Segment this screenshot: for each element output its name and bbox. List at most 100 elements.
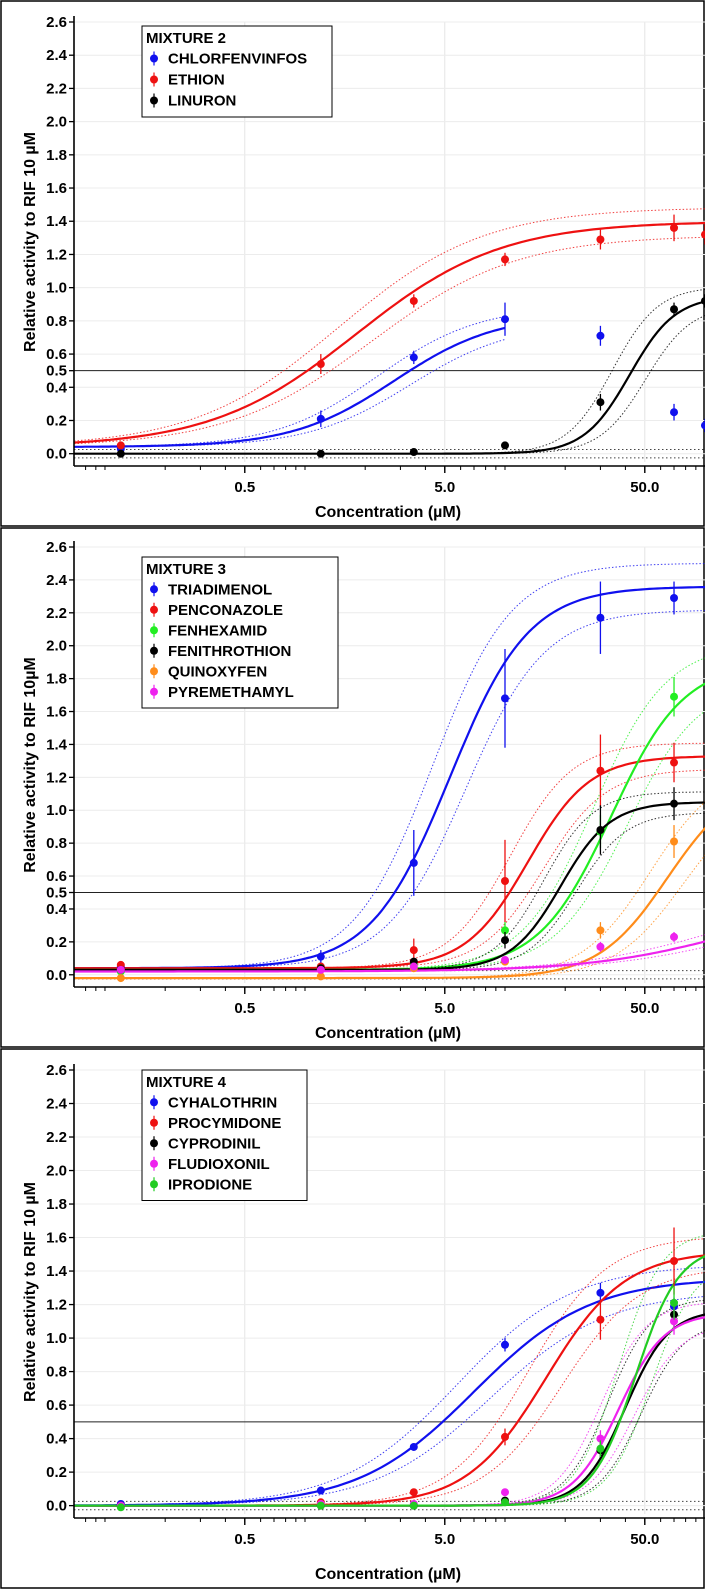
y-tick-label: 0.2 xyxy=(46,412,67,429)
fit-curve xyxy=(74,1254,705,1507)
confidence-band-upper xyxy=(74,1234,705,1507)
y-tick-label: 1.2 xyxy=(46,246,67,263)
x-tick-label: 5.0 xyxy=(434,479,455,496)
chart-panel-mixture-2: 0.0 0.2 0.4 0.5 0.6 0.8 1.0 1.2 1.4 1.6 1.8 2.0 2.2 2… xyxy=(0,0,705,527)
y-tick-label: 1.2 xyxy=(46,1297,67,1314)
data-point xyxy=(701,296,705,305)
confidence-band-lower xyxy=(74,338,506,448)
y-axis-label: Relative activity to RIF 10 µM xyxy=(22,132,39,352)
data-point xyxy=(596,825,605,834)
data-point xyxy=(500,441,509,450)
confidence-band-lower xyxy=(74,710,705,971)
confidence-band-lower xyxy=(74,236,705,445)
data-point xyxy=(500,1488,509,1497)
confidence-band-upper xyxy=(74,1299,705,1507)
y-tick-label: 1.0 xyxy=(46,280,67,297)
y-tick-label: 0.8 xyxy=(46,1364,67,1381)
y-tick-label: 0.6 xyxy=(46,346,67,363)
data-point xyxy=(670,932,679,941)
legend-marker xyxy=(150,1098,158,1107)
data-point xyxy=(500,1340,509,1349)
data-point xyxy=(116,441,125,450)
legend-marker xyxy=(150,1139,158,1148)
y-tick-label: 2.6 xyxy=(46,539,67,556)
fit-curve xyxy=(74,1280,705,1507)
x-tick-label: 0.5 xyxy=(234,1531,255,1548)
y-tick-label: 0.8 xyxy=(46,313,67,330)
fit-curve xyxy=(74,940,705,973)
chart-panel-mixture-3: 0.0 0.2 0.4 0.5 0.6 0.8 1.0 1.2 1.4 1.6 1.8 2.0 2.2 2… xyxy=(0,527,705,1048)
x-tick-label: 50.0 xyxy=(630,1000,659,1017)
data-point xyxy=(670,305,679,314)
data-point xyxy=(596,1444,605,1453)
y-tick-label: 1.4 xyxy=(46,736,68,753)
data-point xyxy=(670,692,679,701)
data-point xyxy=(409,296,418,305)
y-tick-label: 0.6 xyxy=(46,1397,67,1414)
data-point xyxy=(670,799,679,808)
y-tick-label: 2.6 xyxy=(46,1062,67,1079)
legend-marker xyxy=(150,585,158,594)
confidence-band-lower xyxy=(74,1280,705,1507)
legend-marker xyxy=(150,1118,158,1127)
legend-label: PYREMETHAMYL xyxy=(168,684,294,701)
data-point xyxy=(409,448,418,457)
x-axis-label: Concentration (µM) xyxy=(315,1566,461,1583)
data-point xyxy=(670,1317,679,1326)
confidence-band-upper xyxy=(74,742,705,969)
confidence-band-lower xyxy=(74,769,705,969)
panel-frame xyxy=(0,0,705,527)
data-point xyxy=(500,315,509,324)
data-point xyxy=(316,414,325,423)
legend-label: PENCONAZOLE xyxy=(168,602,283,619)
data-point xyxy=(500,926,509,935)
legend-marker xyxy=(150,626,158,635)
data-point xyxy=(701,421,705,430)
y-axis-label: Relative activity to RIF 10µM xyxy=(22,657,39,873)
data-point xyxy=(670,837,679,846)
data-point xyxy=(596,331,605,340)
legend-marker xyxy=(150,646,158,655)
y-tick-label: 2.0 xyxy=(46,1163,67,1180)
fit-curve xyxy=(74,1316,705,1507)
y-tick-label: 1.6 xyxy=(46,704,67,721)
y-tick-label: 1.4 xyxy=(46,1263,68,1280)
confidence-band-upper xyxy=(74,1303,705,1507)
legend-label: FLUDIOXONIL xyxy=(168,1156,270,1173)
chart-panel-mixture-4: 0.0 0.2 0.4 0.6 0.8 1.0 1.2 1.4 1.6 1.8 2.0 2.2 2.4 2… xyxy=(0,1048,705,1589)
legend-marker xyxy=(150,96,158,105)
data-point xyxy=(316,972,325,981)
fit-curve xyxy=(74,221,705,444)
legend-title: MIXTURE 2 xyxy=(146,30,226,47)
legend-marker xyxy=(150,667,158,676)
data-point xyxy=(409,946,418,955)
y-tick-label: 2.0 xyxy=(46,638,67,655)
y-tick-label: 0.5 xyxy=(46,885,67,902)
data-point xyxy=(596,613,605,622)
legend-box xyxy=(141,1069,308,1201)
data-point xyxy=(670,408,679,417)
data-point xyxy=(596,235,605,244)
data-point xyxy=(500,1498,509,1507)
confidence-band-lower xyxy=(74,610,705,969)
legend-label: ETHION xyxy=(168,72,225,89)
data-point xyxy=(316,360,325,369)
confidence-band-upper xyxy=(74,1238,705,1507)
x-tick-label: 0.5 xyxy=(234,1000,255,1017)
data-point xyxy=(596,926,605,935)
y-tick-label: 0.4 xyxy=(46,901,68,918)
y-tick-label: 1.2 xyxy=(46,769,67,786)
plot-area xyxy=(74,1234,705,1507)
confidence-band-lower xyxy=(74,1331,705,1507)
y-tick-label: 1.6 xyxy=(46,1230,67,1247)
y-tick-label: 0.8 xyxy=(46,835,67,852)
y-tick-label: 2.4 xyxy=(46,47,68,64)
x-tick-label: 50.0 xyxy=(630,1531,659,1548)
x-axis-label: Concentration (µM) xyxy=(315,1025,461,1042)
legend-box xyxy=(141,25,333,118)
data-point xyxy=(670,594,679,603)
y-tick-label: 2.0 xyxy=(46,114,67,131)
y-tick-label: 0.4 xyxy=(46,379,68,396)
data-point xyxy=(409,353,418,362)
legend-label: TRIADIMENOL xyxy=(168,581,272,598)
